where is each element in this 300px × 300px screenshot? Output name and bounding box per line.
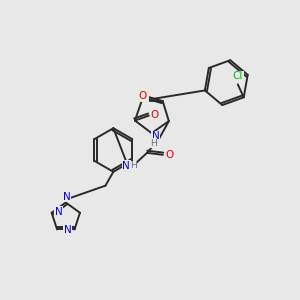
Text: O: O (166, 150, 174, 160)
Text: O: O (151, 110, 159, 120)
Text: N: N (141, 92, 148, 102)
Text: H: H (130, 161, 136, 170)
Text: N: N (122, 161, 130, 171)
Text: H: H (150, 139, 157, 148)
Text: N: N (152, 131, 160, 141)
Text: Cl: Cl (232, 71, 243, 82)
Text: N: N (55, 207, 62, 217)
Text: O: O (139, 91, 147, 101)
Text: N: N (63, 192, 71, 202)
Text: N: N (64, 225, 71, 236)
